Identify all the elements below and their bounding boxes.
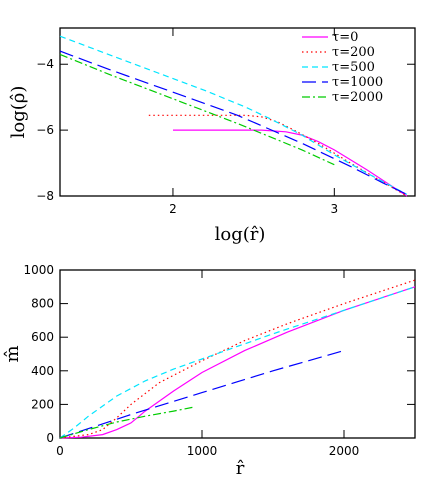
series-line-3	[59, 50, 408, 195]
series-line-1	[148, 114, 408, 197]
legend-label: τ=1000	[332, 75, 383, 90]
y-tick-label: 600	[31, 330, 54, 344]
x-axis-title: log(r̂)	[215, 224, 266, 245]
series-line-3	[59, 350, 345, 439]
y-tick-label: −8	[36, 189, 54, 203]
x-tick-label: 2000	[329, 444, 360, 458]
y-tick-label: −4	[36, 57, 54, 71]
axis-ticks: 0 1000 2000 0 200 400 600 800 1000	[23, 263, 415, 458]
series-line-4	[59, 53, 335, 166]
y-tick-label: 400	[31, 364, 54, 378]
legend-label: τ=2000	[332, 90, 383, 105]
legend-label: τ=0	[332, 30, 358, 45]
plot-frame	[59, 269, 416, 439]
y-axis-title: log(ρ̂)	[8, 86, 29, 139]
series-line-0	[59, 286, 416, 439]
series-line-1	[59, 279, 416, 439]
y-axis-title: m̂	[2, 345, 23, 362]
series-line-0	[173, 129, 408, 197]
x-axis-title: r̂	[236, 458, 245, 479]
series-line-2	[59, 35, 408, 195]
legend-label: τ=500	[332, 60, 375, 75]
x-tick-label: 1000	[187, 444, 218, 458]
x-tick-label: 0	[56, 444, 64, 458]
series-line-2	[59, 286, 416, 439]
y-tick-label: −6	[36, 123, 54, 137]
mass-profile-chart: 0 1000 2000 0 200 400 600 800 1000 r̂ m̂	[2, 263, 416, 479]
legend-label: τ=200	[332, 45, 375, 60]
x-tick-label: 3	[330, 202, 338, 216]
y-tick-label: 800	[31, 297, 54, 311]
y-tick-label: 0	[46, 431, 54, 445]
x-tick-label: 2	[169, 202, 177, 216]
axis-ticks: 2 3 −8 −6 −4	[36, 28, 415, 216]
y-tick-label: 200	[31, 397, 54, 411]
y-tick-label: 1000	[23, 263, 54, 277]
series-lines	[59, 35, 408, 197]
series-lines	[59, 279, 416, 439]
plot-frame	[59, 27, 416, 197]
